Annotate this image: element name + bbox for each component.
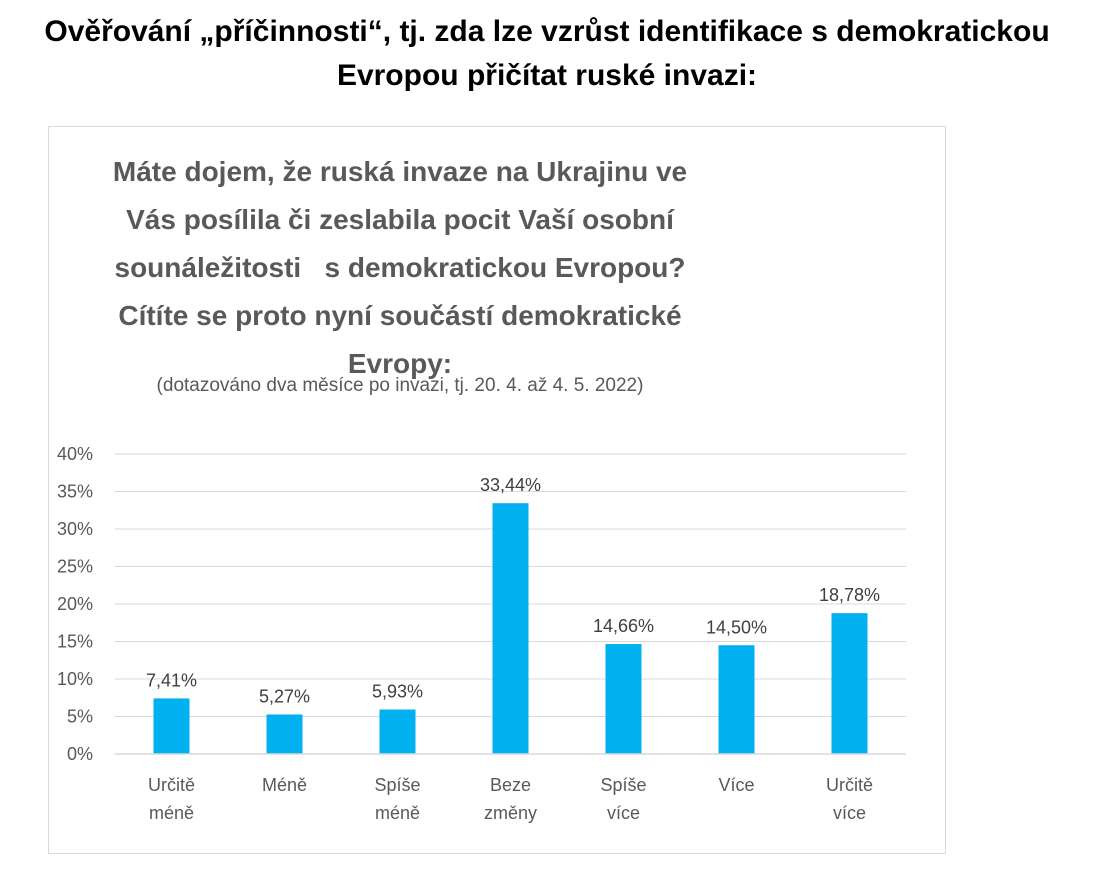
- data-label: 18,78%: [819, 585, 880, 605]
- data-label: 5,93%: [372, 682, 423, 702]
- category-label: méně: [375, 803, 420, 823]
- category-label: Méně: [262, 775, 307, 795]
- y-tick-label: 30%: [57, 519, 93, 539]
- chart-title-line-4: Cítíte se proto nyní součástí demokratic…: [118, 300, 682, 331]
- page-title: Ověřování „příčinnosti“, tj. zda lze vzr…: [0, 10, 1094, 98]
- y-tick-label: 10%: [57, 669, 93, 689]
- data-label: 33,44%: [480, 475, 541, 495]
- y-tick-label: 35%: [57, 482, 93, 502]
- y-tick-label: 25%: [57, 557, 93, 577]
- chart-title-line-5: Evropy:: [347, 348, 453, 379]
- chart-subtitle: (dotazováno dva měsíce po invazi, tj. 20…: [156, 375, 644, 396]
- bar: [492, 503, 529, 754]
- bar: [379, 709, 416, 754]
- data-label: 5,27%: [259, 686, 310, 706]
- page-title-line-2: Evropou přičítat ruské invazi:: [336, 59, 758, 92]
- category-label: více: [607, 803, 640, 823]
- category-label: Více: [718, 775, 754, 795]
- data-label: 7,41%: [146, 670, 197, 690]
- category-label: Určitě: [148, 775, 195, 795]
- category-label: změny: [484, 803, 537, 823]
- data-label: 14,50%: [706, 617, 767, 637]
- y-tick-label: 15%: [57, 632, 93, 652]
- category-label: méně: [149, 803, 194, 823]
- category-label: Spíše: [374, 775, 420, 795]
- chart-title: Máte dojem, že ruská invaze na Ukrajinu …: [100, 148, 700, 388]
- bar: [266, 714, 303, 754]
- y-tick-label: 20%: [57, 594, 93, 614]
- bar: [831, 613, 868, 754]
- category-label: Určitě: [826, 775, 873, 795]
- y-tick-label: 5%: [67, 707, 93, 727]
- y-tick-label: 0%: [67, 744, 93, 764]
- bar: [605, 644, 642, 754]
- y-tick-label: 40%: [57, 444, 93, 464]
- category-label: více: [833, 803, 866, 823]
- chart-title-line-2: Vás posílila či zeslabila pocit Vaší oso…: [126, 204, 674, 235]
- category-label: Beze: [490, 775, 531, 795]
- chart-title-line-1: Máte dojem, že ruská invaze na Ukrajinu …: [112, 156, 688, 187]
- bar: [153, 698, 190, 754]
- chart-title-line-3: sounáležitosti s demokratickou Evropou?: [114, 252, 686, 283]
- page-title-line-1: Ověřování „příčinnosti“, tj. zda lze vzr…: [44, 15, 1050, 48]
- bar: [718, 645, 755, 754]
- category-label: Spíše: [600, 775, 646, 795]
- data-label: 14,66%: [593, 616, 654, 636]
